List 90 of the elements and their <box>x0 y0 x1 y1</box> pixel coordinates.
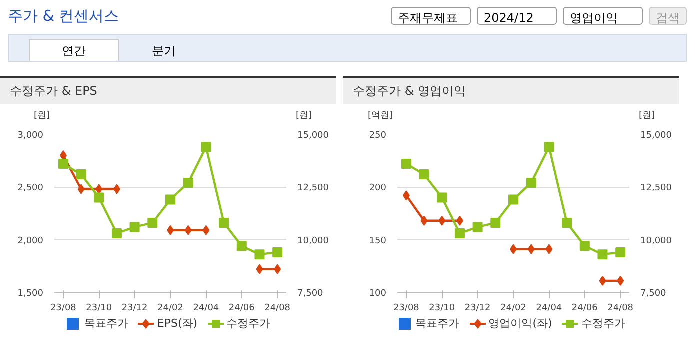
point <box>148 218 158 228</box>
point <box>219 218 230 228</box>
y-tick-label: 150 <box>369 236 387 246</box>
point <box>528 244 535 254</box>
y2-tick-label: 7,500 <box>298 289 324 299</box>
y2-axis-title: [원] <box>296 110 312 123</box>
x-tick-label: 23/08 <box>50 304 77 314</box>
point <box>437 192 448 203</box>
x-tick-label: 23/12 <box>122 304 148 314</box>
y-tick-label: 250 <box>369 131 387 141</box>
chart-title: 수정주가 & 영업이익 <box>343 78 679 104</box>
legend-label: 목표주가 <box>416 316 460 332</box>
y2-tick-label: 15,000 <box>640 131 672 141</box>
point <box>580 241 590 252</box>
point <box>617 276 624 286</box>
y-tick-label: 100 <box>369 289 387 299</box>
text: 주재무제표 <box>391 6 471 25</box>
text: 2024/12 <box>477 6 557 25</box>
y-tick-label: 2,500 <box>18 184 44 194</box>
point <box>183 178 194 188</box>
y2-tick-label: 7,500 <box>640 289 667 299</box>
y2-tick-label: 10,000 <box>298 236 330 246</box>
y-axis-title: [원] <box>34 110 50 123</box>
point <box>274 264 282 274</box>
x-tick-label: 24/04 <box>193 304 220 314</box>
x-tick-label: 24/06 <box>572 304 598 314</box>
y2-tick-label: 10,000 <box>640 236 672 246</box>
legend-label: 수정주가 <box>581 316 626 332</box>
legend-label: 영업이익(좌) <box>488 316 552 332</box>
point <box>420 216 428 226</box>
point <box>472 222 483 232</box>
x-tick-label: 23/12 <box>464 304 491 314</box>
x-tick-label: 24/04 <box>536 304 562 314</box>
x-tick-label: 23/10 <box>429 304 456 314</box>
legend-label: EPS(좌) <box>157 316 198 332</box>
point <box>272 247 283 258</box>
text: 주가 & 컨센서스 <box>8 6 120 28</box>
point <box>508 194 518 205</box>
y2-tick-label: 15,000 <box>298 131 330 141</box>
text: 연간 <box>29 39 119 61</box>
text: 검색 <box>649 6 687 25</box>
point <box>94 192 104 203</box>
point <box>490 218 501 228</box>
point <box>402 190 410 201</box>
point <box>438 216 446 226</box>
point <box>419 170 430 180</box>
point <box>599 276 606 286</box>
x-tick-label: 23/10 <box>86 304 112 314</box>
point <box>616 247 626 258</box>
point <box>454 228 465 239</box>
y2-tick-label: 12,500 <box>298 184 330 194</box>
y-axis-title: [억원] <box>368 110 393 123</box>
y-tick-label: 200 <box>369 184 387 194</box>
point <box>544 142 554 152</box>
x-tick-label: 24/02 <box>158 304 184 314</box>
point <box>76 170 86 180</box>
point <box>456 216 464 226</box>
point <box>236 241 247 252</box>
point <box>96 184 103 194</box>
point <box>112 228 122 239</box>
x-tick-label: 24/02 <box>500 304 526 314</box>
y2-tick-label: 12,500 <box>640 184 672 194</box>
x-tick-label: 24/06 <box>228 304 256 314</box>
point <box>58 158 68 169</box>
x-tick-label: 24/08 <box>608 304 634 314</box>
point <box>562 218 572 228</box>
legend-label: 목표주가 <box>84 316 128 332</box>
point <box>130 222 140 232</box>
point <box>526 178 536 188</box>
chart-title: 수정주가 & EPS <box>0 78 336 104</box>
y-tick-label: 3,000 <box>18 131 44 141</box>
point <box>201 142 212 152</box>
y-tick-label: 1,500 <box>18 289 44 299</box>
point <box>166 194 176 205</box>
x-tick-label: 24/08 <box>264 304 291 314</box>
point <box>184 225 192 236</box>
legend-label: 수정주가 <box>226 316 271 332</box>
point <box>254 250 265 260</box>
x-tick-label: 23/08 <box>393 304 420 314</box>
y-tick-label: 2,000 <box>18 236 44 246</box>
point <box>546 244 553 254</box>
point <box>256 264 264 274</box>
text: 영업이익 <box>563 6 643 25</box>
point <box>113 184 120 194</box>
point <box>78 184 85 194</box>
point <box>598 250 608 260</box>
point <box>202 225 210 236</box>
text: 분기 <box>151 43 177 60</box>
y2-axis-title: [원] <box>639 110 656 123</box>
point <box>401 158 412 169</box>
